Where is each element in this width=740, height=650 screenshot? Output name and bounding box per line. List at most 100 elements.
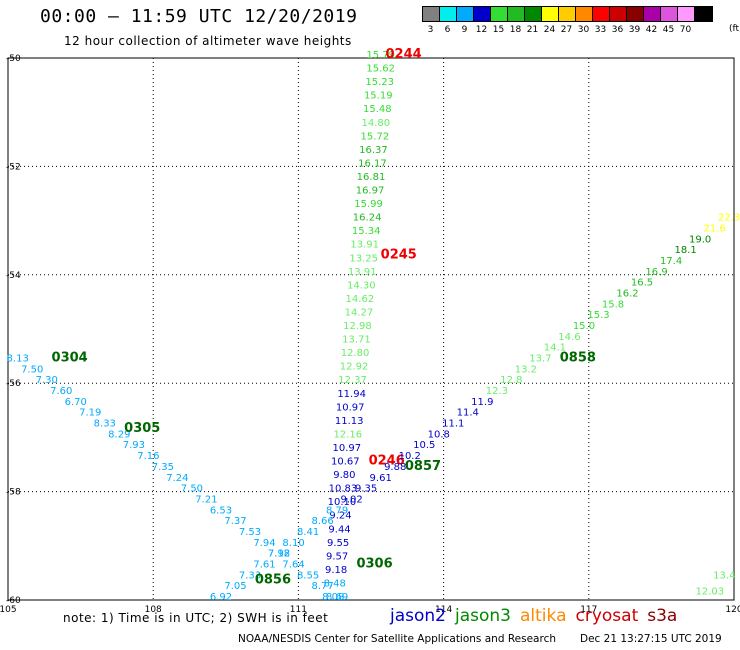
wave-height-label: 7.37 [224, 516, 246, 527]
wave-height-label: 13.7 [529, 354, 551, 365]
wave-height-label: 7.16 [137, 451, 159, 462]
wave-height-label: 9.02 [341, 494, 363, 505]
wave-height-label: 12.03 [695, 587, 724, 598]
color-scale-bar [422, 6, 713, 22]
pass-time-label: 0305 [124, 421, 160, 436]
wave-height-label: 15.8 [602, 299, 624, 310]
wave-height-label: 15.79 [366, 50, 395, 61]
pass-time-label: 0304 [52, 351, 88, 366]
wave-height-label: 11.1 [442, 419, 464, 430]
scale-label: 30 [577, 25, 590, 35]
wave-height-label: 22.3 [718, 213, 740, 224]
wave-height-label: 7.64 [282, 559, 304, 570]
wave-height-label: 9.55 [327, 538, 349, 549]
wave-height-label: 15.72 [361, 131, 390, 142]
wave-height-label: 10.8 [428, 429, 450, 440]
wave-height-label: 12.8 [500, 375, 522, 386]
pass-time-label: 0246 [369, 454, 405, 469]
pass-time-label: 0306 [356, 556, 392, 571]
wave-height-label: 15.99 [354, 199, 383, 210]
wave-height-label: 7.61 [253, 559, 275, 570]
scale-label: 12 [475, 25, 488, 35]
wave-height-label: 16.97 [356, 186, 385, 197]
wave-height-label: 14.1 [544, 343, 566, 354]
wave-height-label: 9.80 [333, 470, 355, 481]
wave-height-label: 16.9 [645, 267, 667, 278]
scale-label: 15 [492, 25, 505, 35]
wave-height-label: 19.0 [689, 234, 711, 245]
wave-height-label: 9.57 [326, 551, 348, 562]
wave-height-label: 8.33 [94, 419, 116, 430]
scale-label: 39 [628, 25, 641, 35]
wave-height-label: 7.60 [50, 386, 72, 397]
wave-height-label: 12.16 [333, 429, 362, 440]
wave-height-label: 7.94 [253, 538, 275, 549]
scale-swatch [525, 7, 542, 21]
wave-height-label: 9.44 [328, 524, 350, 535]
wave-height-label: 13.71 [342, 335, 371, 346]
credit-line: NOAA/NESDIS Center for Satellite Applica… [238, 633, 556, 645]
pass-time-label: 0244 [386, 47, 422, 62]
wave-height-label: 18.1 [674, 245, 696, 256]
lon-tick-label: 120 [725, 605, 740, 615]
wave-height-label: 7.50 [21, 364, 43, 375]
wave-height-label: 7.33 [239, 570, 261, 581]
wave-height-label: 16.5 [631, 278, 653, 289]
wave-height-label: 16.37 [359, 145, 388, 156]
scale-swatch [695, 7, 712, 21]
wave-height-label: 16.17 [358, 158, 387, 169]
wave-height-label: 8.69 [326, 592, 348, 603]
wave-height-label: 7.53 [239, 527, 261, 538]
scale-swatch [559, 7, 576, 21]
wave-height-label: 12.37 [338, 375, 367, 386]
lat-tick-label: -50 [6, 54, 21, 64]
wave-height-label: 15.62 [366, 64, 395, 75]
scale-label: 24 [543, 25, 556, 35]
map-subtitle: 12 hour collection of altimeter wave hei… [64, 34, 352, 48]
wave-height-label: 7.93 [123, 440, 145, 451]
wave-height-label: 15.19 [364, 91, 393, 102]
wave-height-label: 14.30 [347, 280, 376, 291]
scale-swatch [542, 7, 559, 21]
scale-swatch [644, 7, 661, 21]
pass-time-label: 0856 [255, 573, 291, 588]
wave-height-label: 13.4 [713, 570, 735, 581]
scale-label: 42 [645, 25, 658, 35]
lat-tick-label: -60 [6, 596, 21, 606]
legend-jason3: jason3 [455, 606, 511, 626]
wave-height-label: 12.98 [343, 321, 372, 332]
wave-height-label: 21.6 [704, 223, 726, 234]
lat-tick-label: -52 [6, 162, 21, 172]
scale-label: 18 [509, 25, 522, 35]
color-scale-unit: (ft) [729, 24, 740, 34]
wave-height-label: 16.2 [616, 288, 638, 299]
wave-height-label: 8.48 [324, 578, 346, 589]
lon-tick-label: 105 [0, 605, 17, 615]
scale-swatch [661, 7, 678, 21]
wave-height-label: 7.35 [152, 462, 174, 473]
wave-height-label: 11.9 [471, 397, 493, 408]
scale-label: 21 [526, 25, 539, 35]
wave-height-label: 7.92 [268, 549, 290, 560]
pass-time-label: 0245 [381, 248, 417, 263]
scale-label: 6 [444, 25, 451, 35]
scale-swatch [627, 7, 644, 21]
wave-height-label: 11.94 [337, 389, 366, 400]
scale-swatch [610, 7, 627, 21]
lat-tick-label: -56 [6, 379, 21, 389]
wave-height-label: 8.66 [311, 516, 333, 527]
scale-label: 36 [611, 25, 624, 35]
wave-height-label: 12.92 [340, 362, 369, 373]
wave-height-label: 12.80 [341, 348, 370, 359]
color-scale-labels: 3 6 9 12 15 18 21 24 27 30 33 36 39 42 45 70 [422, 25, 713, 35]
wave-height-label: 7.50 [181, 484, 203, 495]
scale-swatch [678, 7, 695, 21]
lon-tick-label: 108 [145, 605, 162, 615]
wave-height-label: 15.0 [573, 321, 595, 332]
map-frame [7, 57, 735, 601]
scale-swatch [491, 7, 508, 21]
wave-height-label: 9.24 [329, 511, 351, 522]
wave-height-label: 8.13 [7, 354, 29, 365]
